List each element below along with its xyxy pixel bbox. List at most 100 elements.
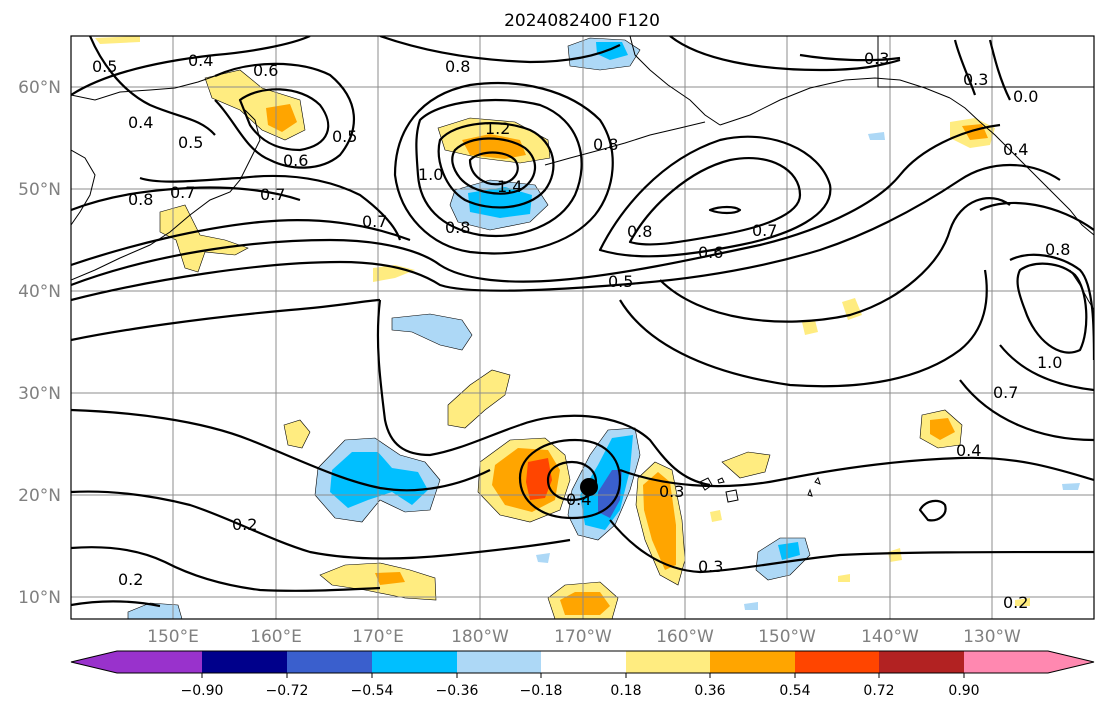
contour-line — [238, 88, 330, 152]
lat-label: 50°N — [18, 180, 61, 200]
contour-line — [88, 36, 216, 136]
contour-line — [415, 98, 583, 237]
colorbar-segment — [71, 651, 202, 673]
contour-line — [999, 344, 1094, 392]
contour-line — [71, 408, 491, 492]
lon-label: 150°W — [758, 627, 816, 647]
shade-positive-strong — [643, 472, 676, 570]
colorbar-segment — [372, 651, 457, 673]
contour-line — [71, 600, 161, 608]
lon-label: 180°W — [451, 627, 509, 647]
contour-line — [468, 151, 519, 186]
contour-line — [628, 157, 802, 246]
colorbar-tick-label: 0.54 — [779, 683, 810, 699]
contour-label: 0.4 — [956, 441, 981, 460]
shade-positive-strong — [560, 592, 610, 615]
contour-line — [979, 201, 1094, 231]
contour-line — [71, 490, 571, 560]
contour-line — [959, 379, 1094, 442]
contour-label: 0.8 — [128, 190, 153, 209]
contour-lines — [71, 36, 1094, 608]
contour-label: 0.8 — [445, 218, 470, 237]
contour-line — [659, 197, 1011, 323]
contour-line — [139, 174, 402, 241]
shade-positive — [721, 451, 771, 479]
contour-label: 0.5 — [92, 57, 117, 76]
contour-line — [393, 82, 614, 255]
contour-label: 0.3 — [963, 70, 988, 89]
colorbar-tick-label: −0.18 — [520, 683, 563, 699]
contour-line — [799, 53, 901, 62]
shade-negative — [1062, 483, 1080, 490]
colorbar-tick-label: 0.72 — [863, 683, 894, 699]
contour-line — [71, 36, 311, 96]
lon-label: 160°E — [250, 627, 302, 647]
contour-label: 0.7 — [260, 185, 285, 204]
colorbar-tick-label: 0.18 — [610, 683, 641, 699]
coastlines — [71, 36, 1094, 503]
lon-label: 170°E — [352, 627, 404, 647]
contour-label: 0.7 — [170, 183, 195, 202]
lon-label: 130°W — [963, 627, 1021, 647]
map-area: 0.4 0.6 0.8 0.5 0.4 0.5 0.5 0.6 0.7 0.7 … — [71, 36, 1094, 619]
contour-line — [451, 137, 536, 195]
colorbar-tick-label: −0.36 — [436, 683, 479, 699]
contour-label: 1.0 — [1037, 353, 1062, 372]
colorbar-segment — [710, 651, 795, 673]
contour-line — [519, 414, 711, 487]
contour-line — [619, 269, 988, 388]
shade-negative-strong — [596, 42, 628, 60]
colorbar-segment — [457, 651, 541, 673]
contour-label: 0.6 — [698, 243, 723, 262]
shade-positive-strong — [930, 418, 955, 440]
contour-label: 0.0 — [1013, 87, 1038, 106]
lat-label: 60°N — [18, 78, 61, 98]
contour-label: 1.4 — [497, 177, 522, 196]
shade-positive — [888, 548, 902, 562]
contour-line — [214, 62, 356, 169]
contour-line — [1016, 262, 1088, 354]
contour-label: 0.4 — [1003, 140, 1028, 159]
contour-label: 0.3 — [698, 557, 723, 576]
contour-label: 0.6 — [283, 151, 308, 170]
colorbar-segment — [287, 651, 372, 673]
shade-positive-strong — [266, 104, 297, 132]
contour-line — [953, 39, 977, 96]
colorbar-segment — [541, 651, 626, 673]
shade-negative — [536, 553, 550, 563]
contour-label: 0.8 — [445, 57, 470, 76]
contour-line — [71, 546, 381, 592]
contour-label: 0.2 — [1003, 593, 1028, 612]
contour-line — [988, 39, 1011, 101]
contour-line — [598, 135, 832, 258]
shade-negative-max — [598, 470, 622, 518]
contour-label: 1.0 — [418, 165, 443, 184]
lon-label: 140°W — [861, 627, 919, 647]
lat-label: 10°N — [18, 588, 61, 608]
contour-line — [71, 186, 301, 212]
latitude-labels: 60°N 50°N 40°N 30°N 20°N 10°N — [18, 78, 61, 608]
contour-label-group: 0.4 0.6 0.8 0.5 0.4 0.5 0.5 0.6 0.7 0.7 … — [92, 49, 1070, 612]
shade-negative-strong — [330, 452, 428, 508]
colorbar-tick-label: −0.90 — [181, 683, 224, 699]
colorbar-segment — [202, 651, 287, 673]
contour-label: 0.3 — [864, 49, 889, 68]
shade-positive-strong — [375, 572, 405, 585]
contour-line — [518, 438, 622, 520]
storm-center-marker — [580, 478, 598, 496]
shade-positive — [842, 298, 862, 320]
shade-positive — [1015, 598, 1030, 606]
lon-label: 170°W — [554, 627, 612, 647]
graticule — [71, 36, 1094, 619]
shade-negative — [868, 132, 885, 140]
colorbar-segment — [964, 651, 1094, 673]
shade-negative — [744, 602, 758, 610]
shade-positive — [283, 419, 311, 449]
shade-positive — [95, 36, 140, 44]
lat-label: 40°N — [18, 282, 61, 302]
contour-line — [609, 519, 1094, 574]
colorbar-segment — [795, 651, 879, 673]
contour-line — [708, 205, 742, 215]
shade-positive — [838, 574, 850, 582]
